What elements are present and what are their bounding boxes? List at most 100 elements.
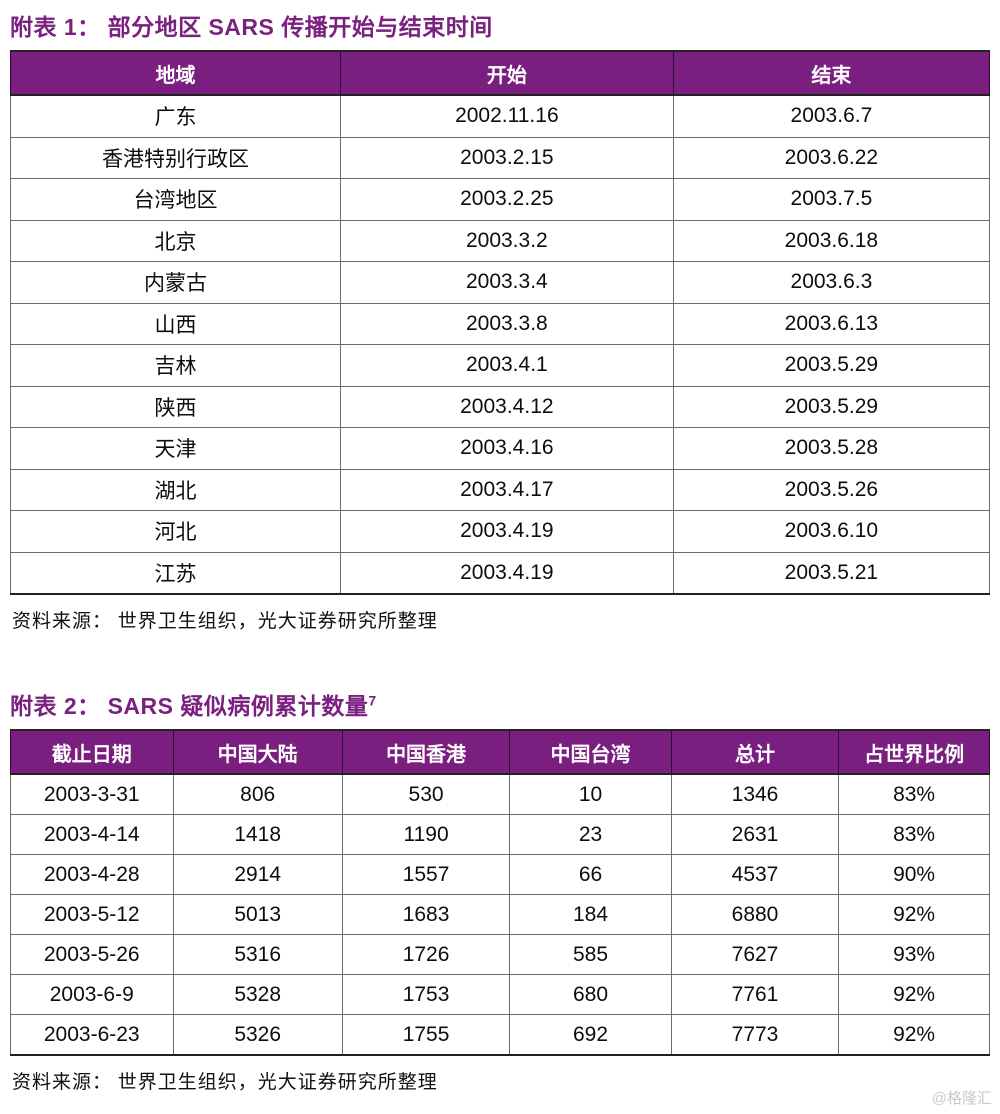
table-cell: 2003.3.4: [339, 261, 674, 304]
table-row: 吉林 2003.4.1 2003.5.29: [10, 344, 991, 387]
table-row: 2003-4-28 2914 1557 66 4537 90%: [10, 854, 990, 895]
header-row: 地域 开始 结束: [10, 50, 991, 96]
column-header: 地域: [10, 50, 341, 96]
table-cell: 北京: [10, 219, 341, 262]
table-cell: 天津: [10, 427, 341, 470]
table2-source-note: 资料来源： 世界卫生组织，光大证券研究所整理: [12, 1072, 438, 1093]
table-cell: 806: [172, 773, 343, 815]
table-cell: 680: [509, 974, 672, 1015]
table-cell: 2003-5-12: [10, 894, 174, 935]
table-cell: 2002.11.16: [339, 94, 674, 138]
table2-header: 截止日期 中国大陆 中国香港 中国台湾 总计 占世界比例: [10, 729, 990, 775]
table-cell: 2003.6.18: [672, 219, 991, 262]
table2-title: 附表 2： SARS 疑似病例累计数量7: [10, 687, 1000, 721]
table-row: 台湾地区 2003.2.25 2003.7.5: [10, 178, 991, 221]
table-row: 2003-5-12 5013 1683 184 6880 92%: [10, 894, 990, 935]
table1-title: 附表 1： 部分地区 SARS 传播开始与结束时间: [10, 14, 493, 40]
table-cell: 2003.5.28: [672, 427, 991, 470]
table-row: 山西 2003.3.8 2003.6.13: [10, 302, 991, 345]
table-row: 2003-6-9 5328 1753 680 7761 92%: [10, 974, 990, 1015]
column-header: 总计: [670, 729, 840, 775]
table-cell: 92%: [838, 974, 990, 1015]
column-header: 截止日期: [10, 729, 174, 775]
table-cell: 5316: [172, 934, 343, 975]
table-row: 陕西 2003.4.12 2003.5.29: [10, 385, 991, 428]
sars-suspected-cases-table: 截止日期 中国大陆 中国香港 中国台湾 总计 占世界比例 2003-3-31 806 530 1…: [10, 729, 990, 1056]
table-cell: 7627: [670, 934, 840, 975]
column-header: 占世界比例: [838, 729, 990, 775]
table-cell: 1753: [341, 974, 511, 1015]
table1-source-note: 资料来源： 世界卫生组织，光大证券研究所整理: [12, 611, 438, 632]
section-table2: 附表 2： SARS 疑似病例累计数量7 截止日期 中国大陆 中国香港 中国台湾 总计占…: [0, 687, 1000, 1094]
table-cell: 香港特别行政区: [10, 136, 341, 179]
table-row: 内蒙古 2003.3.4 2003.6.3: [10, 261, 991, 304]
gelonghui-watermark: @格隆汇: [931, 1090, 992, 1107]
table-cell: 2003.3.8: [339, 302, 674, 345]
table-cell: 23: [509, 814, 672, 855]
table-cell: 台湾地区: [10, 178, 341, 221]
table-cell: 5328: [172, 974, 343, 1015]
table-cell: 江苏: [10, 551, 341, 595]
table-cell: 90%: [838, 854, 990, 895]
table-row: 2003-5-26 5316 1726 585 7627 93%: [10, 934, 990, 975]
table-row: 天津 2003.4.16 2003.5.28: [10, 427, 991, 470]
table2-title-text: 附表 2： SARS 疑似病例累计数量: [10, 693, 369, 719]
table-cell: 93%: [838, 934, 990, 975]
column-header: 中国台湾: [509, 729, 672, 775]
table-cell: 1418: [172, 814, 343, 855]
table-cell: 530: [341, 773, 511, 815]
table-cell: 2003-4-28: [10, 854, 174, 895]
table-cell: 83%: [838, 814, 990, 855]
table-cell: 广东: [10, 94, 341, 138]
table-cell: 内蒙古: [10, 261, 341, 304]
table-cell: 2003.6.10: [672, 510, 991, 553]
table-cell: 1346: [670, 773, 840, 815]
table-cell: 2003.4.19: [339, 510, 674, 553]
table1-body: 广东 2002.11.16 2003.6.7 香港特别行政区 2003.2.15 2003…: [10, 94, 991, 595]
table-cell: 2003.5.26: [672, 468, 991, 511]
table-cell: 1726: [341, 934, 511, 975]
table-cell: 湖北: [10, 468, 341, 511]
table-cell: 2003.4.16: [339, 427, 674, 470]
table-row: 香港特别行政区 2003.2.15 2003.6.22: [10, 136, 991, 179]
table-cell: 2003-6-9: [10, 974, 174, 1015]
table-cell: 2003-5-26: [10, 934, 174, 975]
table-cell: 7761: [670, 974, 840, 1015]
table-cell: 2003.3.2: [339, 219, 674, 262]
table-cell: 1683: [341, 894, 511, 935]
table-cell: 66: [509, 854, 672, 895]
table-row: 江苏 2003.4.19 2003.5.21: [10, 551, 991, 595]
table-cell: 2003-6-23: [10, 1014, 174, 1056]
table-cell: 2003.4.1: [339, 344, 674, 387]
table-cell: 吉林: [10, 344, 341, 387]
table-cell: 2003.6.13: [672, 302, 991, 345]
table1-header: 地域 开始 结束: [10, 50, 991, 96]
sars-spread-dates-table: 地域 开始 结束 广东 2002.11.16 2003.6.7 香港特别行政区 2003.2…: [10, 50, 991, 595]
table-cell: 1755: [341, 1014, 511, 1056]
table-cell: 2003.2.15: [339, 136, 674, 179]
table-cell: 10: [509, 773, 672, 815]
column-header: 中国大陆: [172, 729, 343, 775]
table-row: 2003-3-31 806 530 10 1346 83%: [10, 773, 990, 815]
table-cell: 2003.7.5: [672, 178, 991, 221]
table-row: 2003-6-23 5326 1755 692 7773 92%: [10, 1014, 990, 1056]
table-cell: 2003.4.17: [339, 468, 674, 511]
table-cell: 2003.4.19: [339, 551, 674, 595]
table-cell: 2003-3-31: [10, 773, 174, 815]
table-cell: 2914: [172, 854, 343, 895]
table-cell: 5013: [172, 894, 343, 935]
table-cell: 山西: [10, 302, 341, 345]
table-cell: 184: [509, 894, 672, 935]
table-cell: 2003-4-14: [10, 814, 174, 855]
column-header: 开始: [339, 50, 674, 96]
table-cell: 692: [509, 1014, 672, 1056]
table-row: 湖北 2003.4.17 2003.5.26: [10, 468, 991, 511]
table-cell: 2003.6.7: [672, 94, 991, 138]
table-cell: 6880: [670, 894, 840, 935]
table-row: 2003-4-14 1418 1190 23 2631 83%: [10, 814, 990, 855]
table-cell: 2631: [670, 814, 840, 855]
table-row: 河北 2003.4.19 2003.6.10: [10, 510, 991, 553]
table-cell: 7773: [670, 1014, 840, 1056]
table-cell: 2003.2.25: [339, 178, 674, 221]
